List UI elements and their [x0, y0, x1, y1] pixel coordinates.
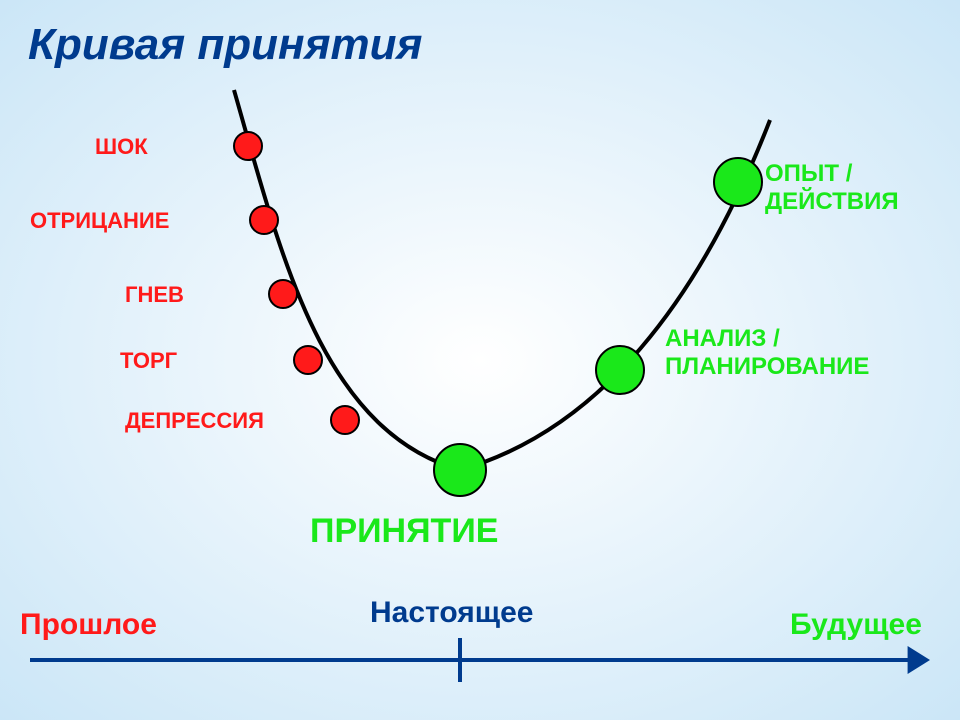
stage-dot-anger — [269, 280, 297, 308]
stage-label-action: ОПЫТ / ДЕЙСТВИЯ — [765, 160, 899, 215]
stage-label-depression: ДЕПРЕССИЯ — [125, 408, 264, 433]
stage-label-anger: ГНЕВ — [125, 282, 184, 307]
timeline-label-future: Будущее — [790, 608, 922, 642]
diagram-title: Кривая принятия — [28, 20, 422, 70]
stage-label-analysis: АНАЛИЗ / ПЛАНИРОВАНИЕ — [665, 325, 869, 380]
stage-dot-depression — [331, 406, 359, 434]
stage-dot-acceptance — [434, 444, 486, 496]
acceptance-curve-diagram: Кривая принятия ШОК ОТРИЦАНИЕ ГНЕВ ТОРГ ДЕПР… — [0, 0, 960, 720]
stage-label-shock: ШОК — [95, 134, 148, 159]
stage-dot-bargain — [294, 346, 322, 374]
acceptance-curve — [234, 90, 770, 470]
stage-label-denial: ОТРИЦАНИЕ — [30, 208, 169, 233]
stage-dot-action — [714, 158, 762, 206]
timeline-label-past: Прошлое — [20, 608, 157, 642]
stage-dot-analysis — [596, 346, 644, 394]
timeline-label-present: Настоящее — [370, 596, 533, 630]
stage-label-bargain: ТОРГ — [120, 348, 177, 373]
stage-dot-shock — [234, 132, 262, 160]
stage-dot-denial — [250, 206, 278, 234]
timeline-arrowhead-icon — [908, 646, 930, 674]
stage-label-acceptance: ПРИНЯТИЕ — [310, 512, 498, 551]
